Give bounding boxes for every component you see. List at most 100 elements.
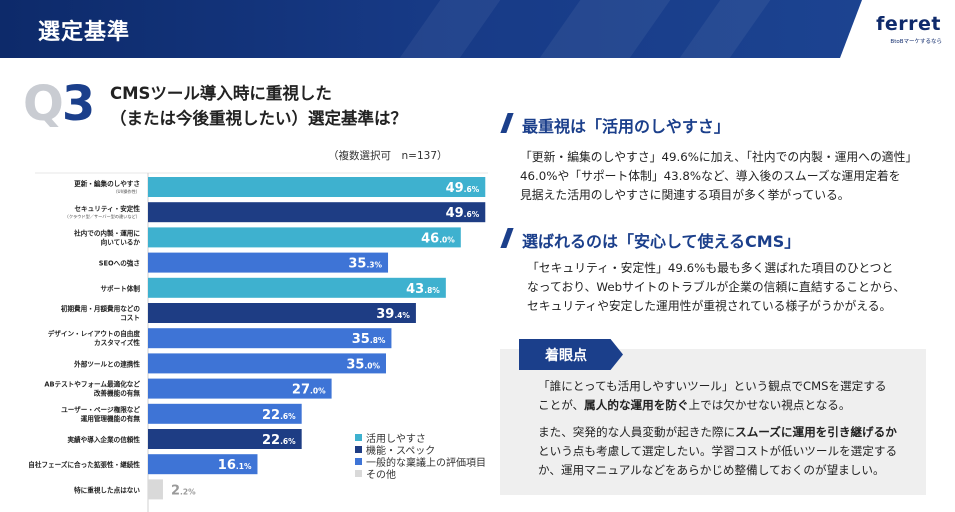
logo-subtext: BtoBマーケするなら — [890, 39, 942, 45]
bar-value-2: 46.0% — [421, 231, 455, 246]
bar-label-0: 更新・編集のしやすさ — [74, 179, 140, 188]
point-p1-line1: 「誰にとっても活用しやすいツール」という観点でCMSを選定する — [538, 379, 887, 393]
bar-sublabel-1: （クラウド型／サーバー型の違いなど） — [65, 213, 140, 220]
bar-value-int-2: 46 — [421, 231, 439, 246]
bar-label-11: 自社フェーズに合った拡張性・継続性 — [28, 460, 140, 469]
bar-value-dec-6: .8% — [370, 336, 386, 345]
section1-accent-bar — [500, 113, 514, 133]
point-p2-line2: という点も考慮して選定したい。学習コストが低いツールを選定する — [538, 444, 898, 458]
legend-swatch-other — [355, 470, 362, 477]
section1-line3: 見据えた活用のしやすさに関連する項目が多く挙がっている。 — [520, 188, 850, 202]
bar-value-int-6: 35 — [352, 332, 370, 347]
bar-label-2: 社内での内製・運用に — [73, 228, 140, 237]
question-number: Q3 — [23, 76, 95, 132]
bar-value-dec-2: .0% — [439, 235, 455, 244]
logo-text: ferret — [876, 13, 941, 35]
bar-12 — [148, 479, 163, 500]
bar-label-6: デザイン・レイアウトの自由度 — [48, 329, 141, 338]
bar-value-int-4: 43 — [406, 282, 424, 297]
bar-label2-9: 運用管理機能の有無 — [81, 414, 141, 423]
legend-item-other: その他 — [355, 466, 396, 481]
legend-item-general: 一般的な稟議上の評価項目 — [355, 454, 486, 469]
bar-11 — [148, 454, 258, 475]
bar-value-11: 16.1% — [218, 458, 252, 473]
bar-label-8: ABテストやフォーム最適化など — [44, 380, 140, 389]
bar-value-dec-12: .2% — [180, 487, 196, 496]
bar-value-0: 49.6% — [446, 181, 480, 196]
page-title: 選定基準 — [38, 20, 131, 45]
bar-value-4: 43.8% — [406, 282, 440, 297]
bar-value-dec-1: .6% — [464, 210, 480, 219]
bar-label-1: セキュリティ・安定性 — [74, 204, 140, 213]
point-p2-line1: また、突発的な人員変動が起きた際にスムーズに運用を引き継げるか — [538, 423, 897, 442]
legend-label-usability: 活用しやすさ — [366, 434, 426, 445]
bar-3 — [148, 252, 389, 273]
bar-value-int-7: 35 — [346, 357, 364, 372]
point-p2-text-a: また、突発的な人員変動が起きた際に — [538, 425, 736, 439]
bar-label2-5: コスト — [120, 314, 140, 322]
point-p1-text-a: ことが、 — [538, 398, 585, 412]
bar-5 — [148, 303, 416, 323]
point-p1-emphasis: 属人的な運用を防ぐ — [584, 398, 689, 412]
bar-value-int-11: 16 — [218, 458, 236, 473]
bar-value-9: 22.6% — [262, 408, 296, 423]
bar-label-9: ユーザー・ページ権限など — [61, 405, 140, 414]
bar-value-dec-7: .0% — [364, 361, 380, 370]
bar-value-dec-9: .6% — [280, 412, 296, 421]
point-p1-text-c: 上では欠かせない視点となる。 — [688, 398, 851, 412]
bar-value-int-10: 22 — [262, 433, 280, 448]
legend-swatch-general — [355, 458, 362, 465]
section2-line2: なっており、Webサイトのトラブルが企業の信頼に直結することから、 — [527, 280, 906, 294]
point-box — [500, 349, 926, 495]
bar-value-5: 39.4% — [376, 307, 410, 322]
question-q-letter: Q — [23, 76, 64, 132]
bar-label-5: 初期費用・月額費用などの — [61, 304, 141, 313]
bar-value-dec-0: .6% — [464, 185, 480, 194]
section2-line1: 「セキュリティ・安定性」49.6%も最も多く選ばれた項目のひとつと — [527, 261, 894, 275]
section2-accent-bar — [500, 228, 514, 248]
legend-label-other: その他 — [366, 470, 396, 481]
bar-10 — [148, 429, 302, 449]
header-banner: 選定基準 ferret BtoBマーケするなら — [0, 0, 955, 58]
bar-sublabel-0: （UI/操作性） — [113, 188, 140, 195]
legend-item-usability: 活用しやすさ — [355, 430, 426, 445]
bar-1 — [148, 202, 486, 223]
bar-0 — [148, 177, 486, 197]
bar-label-10: 実績や導入企業の信頼性 — [67, 435, 140, 444]
bar-2 — [148, 227, 461, 248]
bar-7 — [148, 353, 386, 374]
section2-line3: セキュリティや安定した運用性が重視されている様子がうかがえる。 — [527, 299, 892, 313]
point-p2-line3: か、運用マニュアルなどをあらかじめ整備しておくのが望ましい。 — [538, 463, 885, 477]
bar-value-int-0: 49 — [446, 181, 464, 196]
point-tag: 着眼点 — [519, 339, 623, 370]
bar-value-12: 2.2% — [171, 483, 196, 498]
legend-label-general: 一般的な稟議上の評価項目 — [366, 458, 486, 469]
bar-label2-8: 改善機能の有無 — [94, 389, 141, 398]
bar-value-int-1: 49 — [446, 206, 464, 221]
legend-swatch-usability — [355, 434, 362, 441]
bar-label-3: SEOへの強さ — [99, 259, 140, 268]
bar-value-dec-5: .4% — [394, 311, 410, 320]
bar-value-10: 22.6% — [262, 433, 296, 448]
section1-heading: 最重視は「活用のしやすさ」 — [522, 117, 730, 136]
bar-4 — [148, 277, 446, 298]
legend-label-function: 機能・スペック — [366, 446, 436, 457]
bar-value-dec-4: .8% — [424, 286, 440, 295]
point-p2-emphasis: スムーズに運用を引き継げるか — [735, 425, 897, 439]
bar-value-8: 27.0% — [292, 383, 326, 398]
logo: ferret BtoBマーケするなら — [840, 0, 955, 58]
bar-value-int-3: 35 — [348, 257, 366, 272]
bar-value-int-9: 22 — [262, 408, 280, 423]
bar-label2-6: カスタマイズ性 — [94, 338, 140, 347]
bar-label2-2: 向いているか — [101, 237, 141, 246]
question-digit: 3 — [61, 76, 95, 132]
question-title-line1: CMSツール導入時に重視した — [110, 84, 332, 103]
bar-value-dec-3: .3% — [366, 261, 382, 270]
bar-value-7: 35.0% — [346, 357, 380, 372]
bar-value-int-5: 39 — [376, 307, 394, 322]
bar-value-dec-10: .6% — [280, 437, 296, 446]
bar-value-dec-11: .1% — [236, 462, 252, 471]
legend-swatch-function — [355, 446, 362, 453]
bar-value-6: 35.8% — [352, 332, 386, 347]
section1-line2: 46.0%や「サポート体制」43.8%など、導入後のスムーズな運用定着を — [520, 169, 901, 183]
